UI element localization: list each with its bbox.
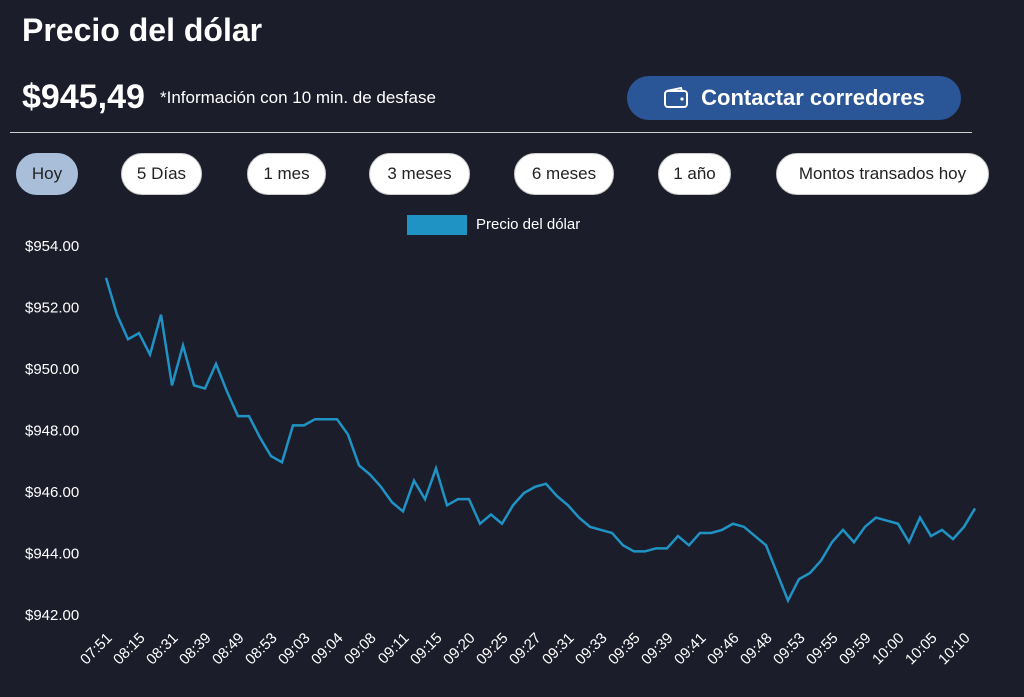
separator [10,132,972,133]
x-tick-label: 09:08 [341,630,380,669]
x-tick-label: 09:55 [803,630,842,669]
x-tick-label: 08:49 [209,630,248,669]
y-tick-label: $954.00 [25,238,79,255]
note: *Información con 10 min. de desfase [160,88,436,107]
y-tick-label: $952.00 [25,299,79,316]
tab[interactable]: Montos transados hoy [776,153,989,195]
x-tick-label: 10:00 [869,630,908,669]
x-tick-label: 09:39 [638,630,677,669]
x-tick-label: 09:53 [770,630,809,669]
legend-swatch [407,215,467,235]
tab[interactable]: Hoy [16,153,78,195]
x-tick-label: 09:35 [605,630,644,669]
x-tick-label: 08:15 [110,630,149,669]
x-tick-label: 10:10 [935,630,974,669]
y-tick-label: $950.00 [25,361,79,378]
x-tick-label: 09:33 [572,630,611,669]
contact-button[interactable]: Contactar corredores [627,76,961,120]
x-tick-label: 09:59 [836,630,875,669]
x-tick-label: 09:25 [473,630,512,669]
tab[interactable]: 6 meses [514,153,614,195]
y-tick-label: $944.00 [25,545,79,562]
x-tick-label: 08:31 [143,630,182,669]
tab[interactable]: 3 meses [369,153,470,195]
price-line [104,277,977,604]
x-tick-label: 10:05 [902,630,941,669]
price: $945,49 [22,78,145,116]
tab[interactable]: 5 Días [121,153,202,195]
x-tick-label: 09:04 [308,630,347,669]
page-title: Precio del dólar [22,12,263,48]
wallet-icon [664,87,689,108]
y-tick-label: $946.00 [25,484,79,501]
legend-label: Precio del dólar [476,216,580,233]
x-tick-label: 09:48 [737,630,776,669]
x-tick-label: 09:03 [275,630,314,669]
x-tick-label: 09:20 [440,630,479,669]
x-tick-label: 09:27 [506,630,545,669]
x-tick-label: 09:15 [407,630,446,669]
y-tick-label: $942.00 [25,607,79,624]
x-tick-label: 08:53 [242,630,281,669]
x-tick-label: 09:46 [704,630,743,669]
x-tick-label: 07:51 [77,630,116,669]
button-label: Contactar corredores [701,85,925,110]
tab[interactable]: 1 mes [247,153,326,195]
x-tick-label: 08:39 [176,630,215,669]
x-tick-label: 09:31 [539,630,578,669]
y-tick-label: $948.00 [25,422,79,439]
x-tick-label: 09:11 [375,630,413,668]
x-tick-label: 09:41 [671,630,710,669]
tab[interactable]: 1 año [658,153,731,195]
